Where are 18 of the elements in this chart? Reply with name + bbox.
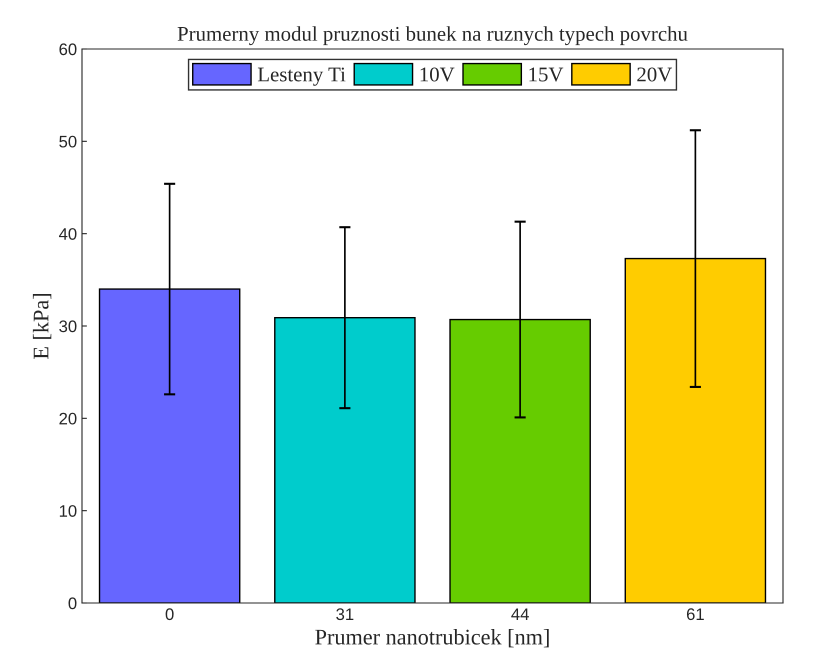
y-tick-label: 0 [68, 597, 76, 610]
x-tick-label: 31 [336, 608, 354, 620]
y-tick-label: 50 [59, 136, 76, 148]
x-tick-label: 44 [511, 608, 529, 620]
x-tick-label: 61 [686, 608, 704, 620]
legend-label: 20V [637, 67, 672, 82]
y-axis-title: E [kPa] [32, 294, 52, 359]
y-tick-label: 40 [58, 228, 76, 240]
y-tick-label: 30 [59, 320, 76, 332]
legend-label: Lesteny Ti [258, 67, 346, 86]
x-axis-title: Prumer nanotrubicek [nm] [315, 628, 549, 648]
chart-title: Prumerny modul pruznosti bunek na ruznych typech povrchu [178, 26, 688, 46]
y-tick-label: 60 [59, 43, 76, 56]
legend-label: 10V [420, 67, 454, 82]
y-tick-label: 20 [59, 412, 76, 425]
y-tick-label: 10 [60, 505, 76, 517]
legend-label: 15V [529, 68, 564, 82]
x-tick-label: 0 [166, 608, 174, 620]
